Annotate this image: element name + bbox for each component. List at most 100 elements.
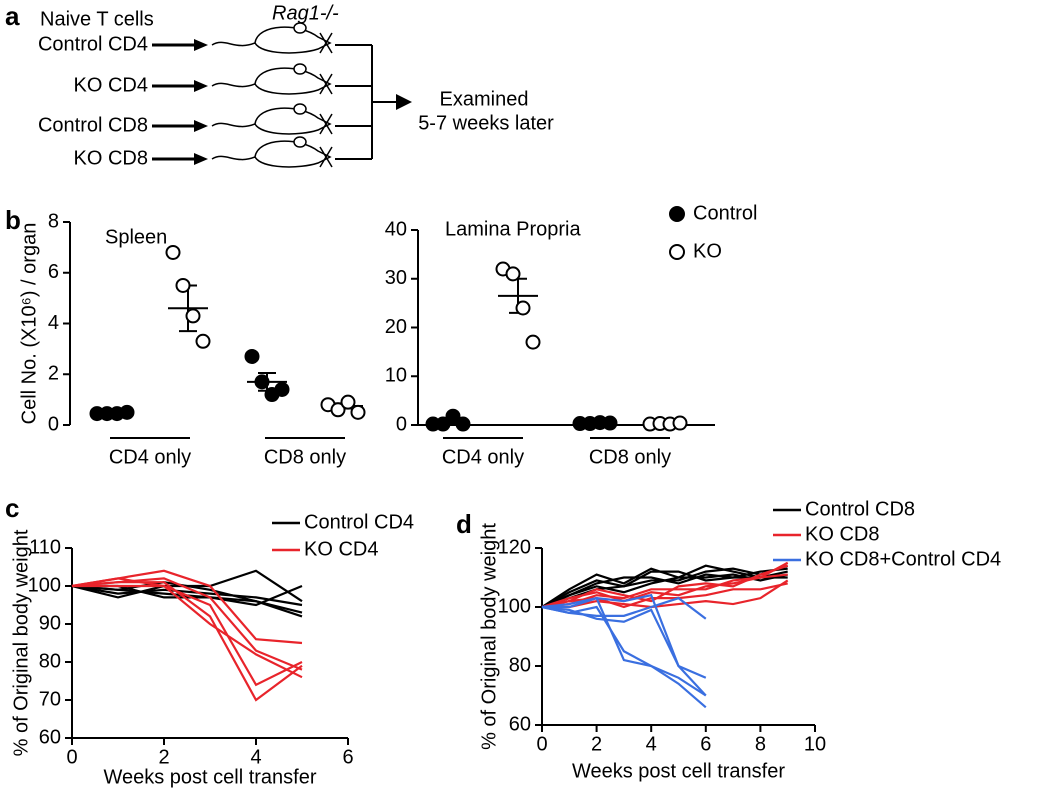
series-line (541, 605, 707, 697)
diagram: Naive T cells Rag1-/- Control CD4 KO CD4… (38, 2, 554, 169)
mouse-body (254, 67, 332, 95)
series-line (541, 564, 789, 609)
y-tick-label: 20 (385, 316, 407, 338)
y-tick-label: 60 (509, 713, 531, 735)
data-point (435, 416, 451, 432)
y-tick-label: 110 (29, 536, 61, 558)
legend-marker (669, 206, 685, 222)
outcome-label: Examined (440, 88, 529, 110)
data-point (119, 404, 135, 420)
mouse-body (254, 140, 332, 168)
mouse-tail (211, 82, 256, 88)
series-line (541, 573, 788, 609)
x-axis-label: Weeks post cell transfer (572, 760, 785, 782)
y-tick-label: 120 (498, 536, 531, 558)
data-point (672, 415, 688, 431)
mouse-tail (211, 41, 256, 47)
y-tick-label: 2 (48, 363, 59, 385)
x-tick-label: 4 (250, 746, 261, 768)
legend-label: Control (693, 202, 757, 224)
x-tick-label: 4 (646, 733, 657, 755)
arrow-head (396, 94, 412, 110)
panel-label: a (5, 1, 20, 31)
series-line (71, 584, 303, 607)
y-tick-label: 4 (48, 312, 59, 334)
legend-label: KO CD4 (304, 538, 378, 560)
panel-label: d (456, 509, 472, 539)
y-tick-label: 8 (48, 210, 59, 232)
data-point (175, 277, 191, 293)
x-tick-label: 2 (591, 733, 602, 755)
data-point (340, 394, 356, 410)
chart-title: Spleen (105, 226, 167, 248)
y-tick-label: 100 (498, 595, 531, 617)
data-point (244, 348, 260, 364)
mouse-body (254, 107, 332, 135)
mouse-whisker (319, 146, 333, 168)
y-tick-label: 6 (48, 261, 59, 283)
y-tick-label: 10 (385, 365, 407, 387)
series-line (541, 567, 788, 608)
x-tick-label: 0 (536, 733, 547, 755)
y-axis-label: % of Original body weight (478, 523, 500, 750)
group-label: Control CD8 (38, 114, 148, 136)
data-point (274, 381, 290, 397)
x-tick-label: 2 (158, 746, 169, 768)
arrow-head (194, 80, 208, 92)
series-line (542, 579, 789, 609)
y-tick-label: 30 (385, 267, 407, 289)
recipient-label: Rag1-/- (272, 2, 339, 24)
series-line (71, 581, 303, 702)
mouse-whisker (319, 32, 333, 54)
data-point (602, 415, 618, 431)
data-point (445, 408, 461, 424)
x-tick-label: 10 (804, 733, 826, 755)
x-tick-label: CD8 only (264, 446, 346, 468)
data-point (505, 266, 521, 282)
data-point (195, 333, 211, 349)
group-label: KO CD4 (74, 74, 148, 96)
data-point (515, 300, 531, 316)
mouse-body (254, 26, 332, 54)
chart-title: Lamina Propria (445, 218, 582, 240)
panel-label: c (5, 493, 19, 523)
x-tick-label: 8 (755, 733, 766, 755)
y-tick-label: 70 (39, 688, 61, 710)
series-line (541, 593, 707, 679)
outcome-label: 5-7 weeks later (418, 112, 554, 134)
mouse-ear (293, 136, 307, 148)
series-line (541, 596, 707, 620)
series-line (542, 596, 707, 709)
mouse-tail (211, 122, 256, 128)
data-point (350, 404, 366, 420)
y-tick-label: 60 (39, 726, 61, 748)
y-axis-label: % of Original body weight (10, 529, 32, 756)
legend-marker (669, 244, 685, 260)
x-tick-label: CD8 only (589, 446, 671, 468)
x-tick-label: 6 (342, 746, 353, 768)
y-tick-label: 0 (48, 413, 59, 435)
group-label: KO CD8 (74, 147, 148, 169)
x-tick-label: 0 (66, 746, 77, 768)
arrow-head (194, 120, 208, 132)
data-point (330, 402, 346, 418)
mouse-ear (293, 63, 307, 75)
mouse-whisker (319, 73, 333, 95)
mouse-tail (211, 155, 256, 161)
mouse-ear (293, 22, 307, 34)
y-tick-label: 80 (39, 650, 61, 672)
x-tick-label: CD4 only (442, 446, 524, 468)
arrow-head (194, 39, 208, 51)
legend-label: Control CD4 (304, 511, 414, 533)
series-line (72, 584, 303, 687)
y-tick-label: 100 (28, 574, 61, 596)
legend-label: KO CD8+Control CD4 (805, 548, 1001, 570)
series-line (71, 577, 303, 679)
y-tick-label: 80 (509, 654, 531, 676)
y-tick-label: 90 (39, 612, 61, 634)
data-point (165, 244, 181, 260)
data-point (185, 308, 201, 324)
panel-label: b (5, 205, 21, 235)
bracket (335, 44, 398, 160)
